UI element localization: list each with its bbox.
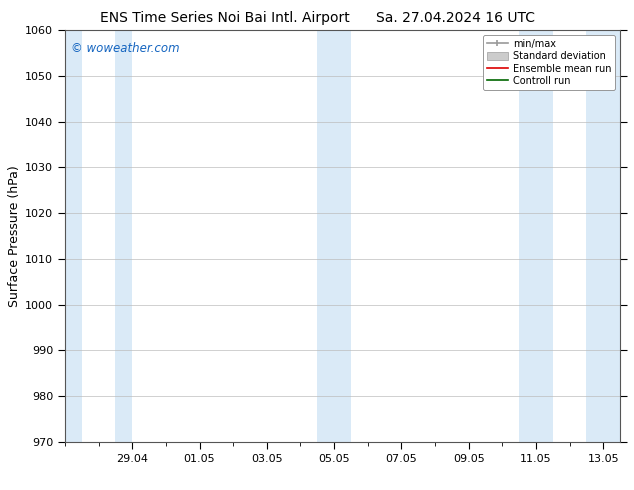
Bar bbox=[317, 30, 351, 442]
Bar bbox=[586, 30, 620, 442]
Bar bbox=[115, 30, 133, 442]
Bar bbox=[519, 30, 553, 442]
Bar bbox=[65, 30, 82, 442]
Text: ENS Time Series Noi Bai Intl. Airport      Sa. 27.04.2024 16 UTC: ENS Time Series Noi Bai Intl. Airport Sa… bbox=[100, 11, 534, 25]
Legend: min/max, Standard deviation, Ensemble mean run, Controll run: min/max, Standard deviation, Ensemble me… bbox=[482, 35, 615, 90]
Y-axis label: Surface Pressure (hPa): Surface Pressure (hPa) bbox=[8, 165, 21, 307]
Text: © woweather.com: © woweather.com bbox=[70, 42, 179, 55]
